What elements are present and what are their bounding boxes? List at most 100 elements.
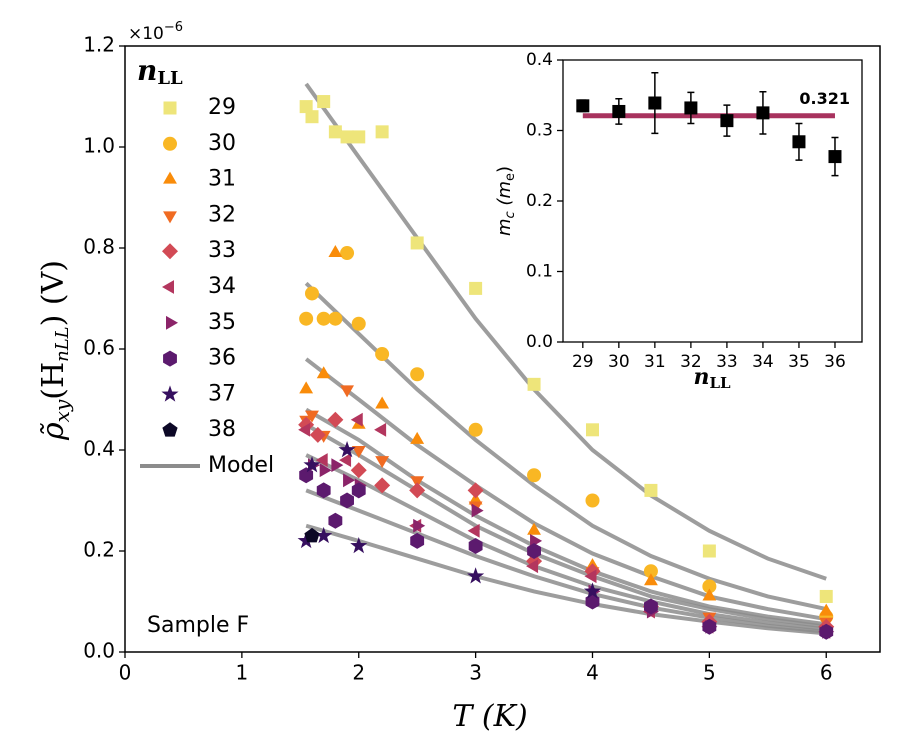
legend-label: 36 bbox=[208, 346, 236, 371]
x-axis-label: T (K) bbox=[452, 699, 527, 734]
legend-label: 38 bbox=[208, 417, 236, 442]
inset-plot: 29 30 31 32 33 34 35 36 0.0 0.1 0.2 0.3 0.4 0.321 bbox=[526, 50, 863, 372]
legend-marker bbox=[162, 243, 178, 260]
model-curve bbox=[305, 523, 827, 636]
marker bbox=[410, 476, 425, 489]
x-tick-label: 29 bbox=[572, 352, 594, 372]
point bbox=[720, 114, 734, 128]
model-curve bbox=[304, 357, 827, 622]
point bbox=[828, 150, 842, 164]
marker bbox=[585, 423, 599, 437]
y-tick-label: 1.2 bbox=[83, 33, 115, 57]
marker bbox=[583, 582, 602, 599]
y-tick-label: 0.4 bbox=[83, 437, 115, 461]
y-tick-label: 0.6 bbox=[83, 336, 115, 360]
legend-label: 33 bbox=[208, 238, 236, 263]
x-tick-label: 1 bbox=[236, 661, 249, 685]
x-tick-label: 36 bbox=[824, 352, 846, 372]
legend-marker bbox=[161, 385, 179, 402]
marker bbox=[350, 536, 368, 554]
legend-title: nLL bbox=[137, 54, 183, 90]
legend-marker bbox=[162, 422, 178, 437]
point bbox=[648, 96, 662, 110]
marker bbox=[316, 482, 331, 499]
marker bbox=[319, 463, 332, 478]
marker bbox=[340, 246, 355, 261]
marker bbox=[340, 385, 354, 398]
marker bbox=[644, 573, 658, 586]
marker bbox=[327, 411, 344, 428]
marker bbox=[374, 477, 391, 494]
legend-marker bbox=[163, 350, 177, 367]
main-plot: 0 1 2 3 4 5 60.00.20.40.60.81.01.2293031323334… bbox=[83, 33, 881, 685]
axes-frame bbox=[124, 45, 881, 653]
marker bbox=[819, 603, 834, 616]
x-tick-label: 33 bbox=[716, 352, 738, 372]
marker bbox=[316, 366, 331, 379]
legend-label: 35 bbox=[208, 310, 236, 335]
y-axis-label: ρ̃xy(HnLL) (V) bbox=[36, 260, 74, 441]
marker bbox=[584, 569, 597, 584]
marker bbox=[351, 446, 366, 458]
marker bbox=[527, 468, 542, 483]
x-tick-label: 6 bbox=[820, 661, 833, 685]
marker bbox=[409, 482, 426, 499]
marker bbox=[702, 588, 717, 601]
marker bbox=[527, 543, 541, 559]
marker bbox=[350, 462, 367, 479]
marker bbox=[316, 311, 331, 326]
marker bbox=[299, 381, 314, 394]
legend-marker bbox=[162, 280, 174, 294]
marker bbox=[374, 422, 387, 437]
point bbox=[756, 106, 770, 120]
point bbox=[792, 135, 806, 149]
marker bbox=[702, 618, 717, 635]
marker bbox=[351, 316, 366, 331]
marker bbox=[328, 512, 343, 529]
marker bbox=[468, 492, 483, 505]
y-tick-label: 0.4 bbox=[526, 50, 553, 70]
marker bbox=[305, 110, 319, 124]
marker bbox=[351, 482, 366, 499]
x-tick-label: 4 bbox=[586, 661, 599, 685]
marker bbox=[350, 412, 363, 427]
marker bbox=[468, 537, 483, 554]
fit-label: 0.321 bbox=[799, 89, 850, 108]
y-tick-label: 0.2 bbox=[83, 538, 115, 562]
marker bbox=[410, 367, 425, 382]
model-curve bbox=[305, 453, 827, 632]
marker bbox=[328, 125, 342, 139]
x-tick-label: 0 bbox=[119, 661, 132, 685]
marker bbox=[304, 286, 319, 301]
x-tick-label: 31 bbox=[644, 352, 666, 372]
x-tick-label: 2 bbox=[352, 661, 365, 685]
axes-frame bbox=[562, 59, 863, 343]
y-tick-label: 0.0 bbox=[83, 639, 115, 663]
marker bbox=[471, 503, 484, 518]
legend-label: 37 bbox=[208, 381, 236, 406]
marker bbox=[410, 532, 425, 549]
marker bbox=[410, 431, 425, 444]
model-curve bbox=[304, 281, 827, 612]
legend-label: Model bbox=[208, 453, 274, 478]
legend-label: 31 bbox=[208, 167, 236, 192]
inset-x-label: nLL bbox=[693, 364, 731, 392]
model-curve bbox=[304, 82, 827, 581]
marker bbox=[526, 559, 539, 574]
x-tick-label: 32 bbox=[680, 352, 702, 372]
marker bbox=[299, 467, 314, 484]
model-curve bbox=[305, 423, 827, 629]
marker bbox=[468, 422, 483, 437]
marker bbox=[527, 522, 541, 535]
legend-label: 29 bbox=[208, 95, 236, 120]
marker bbox=[375, 347, 390, 362]
offset-text: ×10−6 bbox=[128, 20, 183, 45]
legend-marker bbox=[163, 211, 177, 224]
x-tick-label: 35 bbox=[788, 352, 810, 372]
marker bbox=[819, 589, 833, 603]
marker bbox=[340, 130, 354, 144]
marker bbox=[585, 593, 600, 610]
marker bbox=[375, 396, 390, 409]
model-curve bbox=[305, 407, 827, 627]
marker bbox=[328, 311, 343, 326]
